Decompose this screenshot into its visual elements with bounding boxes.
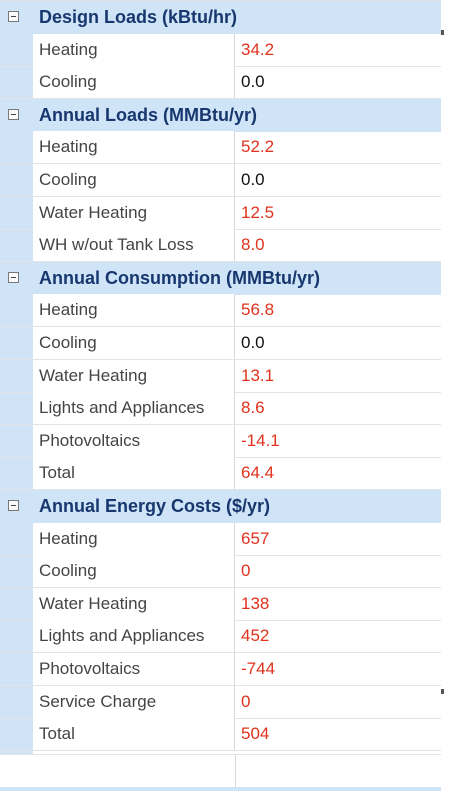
- property-value: -744: [241, 659, 276, 678]
- property-value: 657: [241, 528, 270, 548]
- property-row[interactable]: Heating 657: [0, 522, 441, 556]
- property-value: 12.5: [241, 202, 275, 222]
- scroll-marker-bottom: [441, 689, 444, 694]
- empty-row: [0, 754, 441, 788]
- property-value: 34.2: [241, 39, 275, 59]
- property-row[interactable]: Total 64.4: [0, 457, 441, 491]
- property-row[interactable]: Lights and Appliances 8.6: [0, 392, 441, 426]
- property-value: 0: [241, 561, 251, 581]
- property-name: Water Heating: [33, 359, 235, 392]
- scroll-marker-top: [441, 30, 444, 35]
- property-value: 52.2: [241, 137, 275, 157]
- property-name: Lights and Appliances: [33, 392, 235, 425]
- property-value: 138: [241, 593, 270, 613]
- property-row[interactable]: Heating 56.8: [0, 294, 441, 328]
- property-row[interactable]: Water Heating 13.1: [0, 359, 441, 393]
- property-name: Water Heating: [33, 196, 235, 229]
- property-name: Lights and Appliances: [33, 620, 235, 653]
- category-title: Annual Consumption (MMBtu/yr): [39, 267, 320, 288]
- property-name: Heating: [33, 33, 235, 66]
- property-name: Photovoltaics: [33, 424, 235, 457]
- property-row[interactable]: Cooling 0.0: [0, 327, 441, 360]
- property-name: WH w/out Tank Loss: [33, 229, 235, 262]
- property-name: Total: [33, 457, 235, 490]
- property-name: Service Charge: [33, 685, 235, 718]
- property-name: Heating: [33, 131, 235, 164]
- category-title: Annual Loads (MMBtu/yr): [39, 104, 257, 125]
- category-title: Design Loads (kBtu/hr): [39, 7, 238, 27]
- property-value: -14.1: [241, 430, 280, 450]
- property-value: 8.6: [241, 398, 265, 418]
- category-title: Annual Energy Costs ($/yr): [39, 496, 271, 516]
- collapse-minus-icon[interactable]: [8, 11, 19, 22]
- property-row[interactable]: Water Heating 12.5: [0, 196, 441, 230]
- collapse-minus-icon[interactable]: [8, 271, 19, 283]
- property-row[interactable]: Total 504: [0, 718, 441, 752]
- property-name: Heating: [33, 522, 235, 555]
- property-value: 8.0: [241, 235, 265, 255]
- property-row[interactable]: Cooling 0.0: [0, 66, 441, 100]
- property-row[interactable]: Heating 34.2: [0, 33, 441, 67]
- property-grid: Design Loads (kBtu/hr) Heating 34.2 Cooling…: [0, 0, 441, 791]
- property-row[interactable]: WH w/out Tank Loss 8.0: [0, 229, 441, 263]
- column-divider: [235, 755, 236, 788]
- property-value: 13.1: [241, 365, 275, 385]
- collapse-minus-icon[interactable]: [8, 500, 19, 511]
- property-name: Photovoltaics: [33, 653, 235, 685]
- property-row[interactable]: Heating 52.2: [0, 131, 441, 165]
- property-value: 0.0: [241, 333, 265, 352]
- property-value: 452: [241, 626, 270, 646]
- property-row[interactable]: Cooling 0: [0, 555, 441, 589]
- property-row[interactable]: Cooling 0.0: [0, 164, 441, 197]
- property-value: 0.0: [241, 72, 265, 92]
- property-value: 0: [241, 691, 251, 711]
- property-name: Cooling: [33, 555, 235, 588]
- property-name: Water Heating: [33, 587, 235, 620]
- property-value: 56.8: [241, 300, 275, 320]
- property-name: Cooling: [33, 164, 235, 196]
- property-row[interactable]: Photovoltaics -744: [0, 653, 441, 686]
- property-name: Total: [33, 718, 235, 751]
- property-value: 504: [241, 724, 270, 744]
- property-row[interactable]: Lights and Appliances 452: [0, 620, 441, 654]
- property-value: 0.0: [241, 170, 265, 189]
- property-row[interactable]: Service Charge 0: [0, 685, 441, 719]
- collapse-minus-icon[interactable]: [8, 108, 19, 120]
- property-row[interactable]: Water Heating 138: [0, 587, 441, 621]
- category-row[interactable]: Annual Loads (MMBtu/yr): [0, 98, 441, 132]
- grid-bottom-border: [0, 787, 441, 791]
- category-row[interactable]: Annual Energy Costs ($/yr): [0, 490, 441, 523]
- property-value: 64.4: [241, 463, 275, 483]
- property-name: Heating: [33, 294, 235, 327]
- property-name: Cooling: [33, 66, 235, 99]
- property-row[interactable]: Photovoltaics -14.1: [0, 424, 441, 458]
- property-name: Cooling: [33, 327, 235, 359]
- category-row[interactable]: Annual Consumption (MMBtu/yr): [0, 261, 441, 295]
- category-row[interactable]: Design Loads (kBtu/hr): [0, 1, 441, 34]
